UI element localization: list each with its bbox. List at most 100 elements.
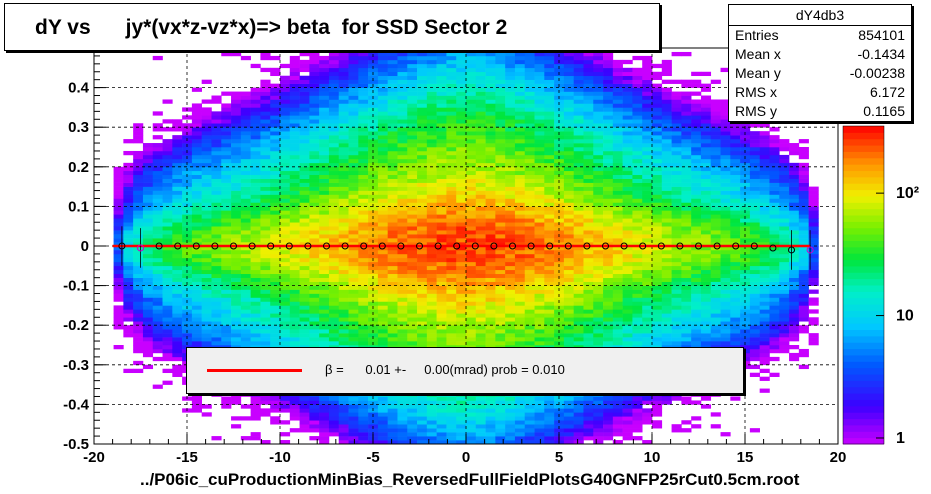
- heatmap-cell: [338, 325, 349, 330]
- heatmap-cell: [231, 329, 242, 334]
- heatmap-cell: [652, 238, 663, 243]
- heatmap-cell: [397, 83, 408, 88]
- heatmap-cell: [514, 337, 526, 342]
- heatmap-cell: [524, 127, 535, 132]
- heatmap-cell: [397, 333, 408, 338]
- heatmap-cell: [319, 139, 330, 144]
- heatmap-cell: [377, 182, 388, 187]
- heatmap-cell: [260, 166, 271, 172]
- heatmap-cell: [250, 206, 261, 211]
- heatmap-cell: [280, 234, 291, 239]
- heatmap-cell: [642, 210, 653, 215]
- heatmap-cell: [544, 416, 555, 421]
- heatmap-cell: [348, 400, 359, 405]
- heatmap-cell: [436, 158, 447, 164]
- heatmap-cell: [133, 166, 144, 172]
- heatmap-cell: [514, 150, 526, 156]
- heatmap-cell: [446, 297, 457, 302]
- heatmap-cell: [485, 281, 496, 286]
- heatmap-cell: [201, 127, 212, 132]
- heatmap-cell: [544, 127, 555, 132]
- heatmap-cell: [466, 95, 477, 100]
- heatmap-cell: [505, 79, 516, 84]
- heatmap-cell: [299, 91, 310, 96]
- heatmap-cell: [280, 111, 291, 116]
- heatmap-cell: [270, 246, 281, 251]
- heatmap-cell: [426, 182, 437, 187]
- heatmap-cell: [603, 273, 614, 278]
- heatmap-cell: [221, 127, 232, 132]
- heatmap-cell: [152, 135, 163, 140]
- heatmap-cell: [632, 95, 643, 100]
- heatmap-cell: [485, 317, 496, 322]
- heatmap-cell: [289, 214, 300, 219]
- heatmap-cell: [221, 325, 232, 330]
- heatmap-cell: [593, 257, 604, 263]
- heatmap-cell: [495, 150, 506, 156]
- heatmap-cell: [309, 119, 320, 124]
- heatmap-cell: [593, 317, 604, 322]
- heatmap-cell: [133, 238, 144, 243]
- heatmap-cell: [240, 238, 251, 243]
- heatmap-cell: [240, 222, 251, 227]
- heatmap-cell: [642, 277, 653, 282]
- heatmap-cell: [534, 281, 545, 286]
- heatmap-cell: [426, 424, 437, 429]
- heatmap-cell: [387, 158, 398, 164]
- heatmap-cell: [191, 313, 202, 318]
- heatmap-cell: [505, 269, 516, 275]
- heatmap-cell: [554, 127, 565, 132]
- heatmap-cell: [417, 174, 428, 179]
- heatmap-cell: [642, 257, 653, 263]
- heatmap-cell: [485, 392, 496, 397]
- heatmap-cell: [123, 317, 134, 322]
- heatmap-cell: [417, 261, 428, 267]
- heatmap-cell: [387, 325, 398, 330]
- heatmap-cell: [593, 150, 604, 156]
- heatmap-cell: [123, 305, 134, 310]
- heatmap-cell: [191, 301, 202, 306]
- heatmap-cell: [456, 87, 467, 92]
- heatmap-cell: [142, 178, 154, 183]
- heatmap-cell: [534, 186, 545, 191]
- heatmap-cell: [446, 313, 457, 318]
- heatmap-cell: [231, 111, 242, 116]
- heatmap-cell: [231, 297, 242, 302]
- heatmap-cell: [260, 214, 271, 219]
- heatmap-cell: [299, 253, 310, 259]
- heatmap-cell: [319, 412, 330, 417]
- heatmap-cell: [260, 162, 271, 168]
- heatmap-cell: [524, 341, 535, 346]
- heatmap-cell: [319, 206, 330, 211]
- heatmap-cell: [397, 396, 408, 401]
- heatmap-cell: [113, 285, 124, 290]
- heatmap-cell: [524, 174, 535, 179]
- heatmap-cell: [358, 408, 369, 413]
- heatmap-cell: [632, 281, 643, 286]
- heatmap-cell: [426, 87, 437, 92]
- heatmap-cell: [652, 222, 663, 227]
- heatmap-cell: [289, 127, 300, 132]
- heatmap-cell: [309, 420, 320, 425]
- heatmap-cell: [417, 59, 428, 65]
- heatmap-cell: [632, 67, 643, 73]
- heatmap-cell: [387, 135, 398, 140]
- heatmap-cell: [397, 242, 408, 247]
- heatmap-cell: [221, 253, 232, 259]
- heatmap-cell: [201, 115, 212, 120]
- heatmap-cell: [182, 127, 193, 132]
- heatmap-cell: [583, 230, 594, 235]
- heatmap-cell: [456, 289, 467, 294]
- heatmap-cell: [358, 265, 369, 271]
- heatmap-cell: [280, 329, 291, 334]
- heatmap-cell: [162, 368, 173, 374]
- heatmap-cell: [495, 420, 506, 425]
- heatmap-cell: [426, 305, 437, 310]
- heatmap-cell: [583, 297, 594, 302]
- heatmap-cell: [270, 325, 281, 330]
- heatmap-cell: [603, 265, 614, 271]
- heatmap-cell: [603, 87, 614, 92]
- heatmap-cell: [152, 329, 163, 334]
- heatmap-cell: [544, 230, 555, 235]
- heatmap-cell: [328, 226, 340, 231]
